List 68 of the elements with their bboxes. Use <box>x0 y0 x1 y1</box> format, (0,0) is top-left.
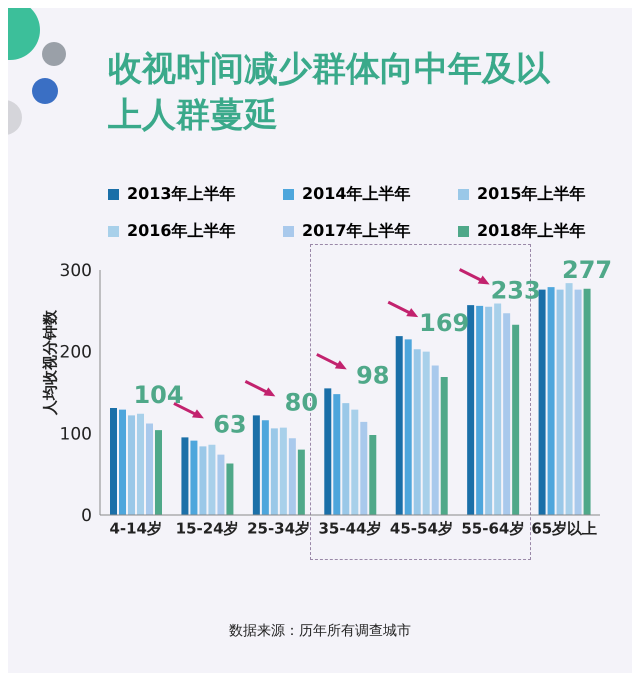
bar <box>422 352 430 515</box>
bar <box>494 303 502 515</box>
x-tick-label: 65岁以上 <box>531 520 598 538</box>
x-tick-label: 25-34岁 <box>247 520 310 538</box>
bar <box>369 434 376 515</box>
bar <box>208 444 216 515</box>
bar <box>137 414 144 515</box>
legend-label: 2016年上半年 <box>127 221 236 242</box>
x-tick-label: 4-14岁 <box>109 520 162 538</box>
bar <box>128 415 135 515</box>
x-tick-label: 35-44岁 <box>318 520 382 538</box>
bar <box>217 454 224 515</box>
bar <box>262 420 269 515</box>
bar <box>485 306 492 515</box>
chart-title: 收视时间减少群体向中年及以上人群蔓延 <box>108 48 552 137</box>
source-note: 数据来源：历年所有调查城市 <box>228 622 412 640</box>
bar <box>298 450 305 515</box>
data-label: 98 <box>356 361 390 390</box>
y-tick-label: 0 <box>81 506 92 526</box>
bar <box>280 428 287 515</box>
legend-label: 2017年上半年 <box>302 221 411 242</box>
bar <box>432 366 439 515</box>
bar <box>252 415 260 515</box>
legend-label: 2014年上半年 <box>302 184 411 205</box>
data-label: 63 <box>213 410 247 438</box>
bar <box>512 324 520 515</box>
bar <box>584 288 591 515</box>
y-tick-label: 100 <box>60 424 92 444</box>
bar <box>548 287 555 515</box>
bar <box>396 336 403 515</box>
data-label: 104 <box>133 381 184 410</box>
legend-label: 2018年上半年 <box>477 221 586 242</box>
x-tick-label: 45-54岁 <box>390 520 453 538</box>
bar <box>146 424 153 515</box>
y-tick-label: 300 <box>60 261 92 282</box>
bar <box>404 339 412 515</box>
bar <box>440 376 448 515</box>
bar <box>270 428 278 515</box>
bar <box>556 290 564 515</box>
data-label: 277 <box>562 256 612 284</box>
bar <box>467 305 474 515</box>
bar <box>324 388 332 515</box>
bar <box>414 349 421 515</box>
data-label: 80 <box>284 388 318 416</box>
legend-label: 2015年上半年 <box>477 184 586 205</box>
bar <box>574 290 582 515</box>
bar <box>155 430 162 515</box>
bar <box>199 446 206 515</box>
bar <box>351 410 358 515</box>
bar <box>119 410 126 515</box>
bar <box>110 408 117 515</box>
data-label: 233 <box>490 276 541 304</box>
bar <box>333 394 340 515</box>
bar <box>503 313 510 515</box>
bar <box>288 438 296 515</box>
y-axis-title: 人均收视分钟数 <box>41 309 59 416</box>
x-tick-label: 55-64岁 <box>461 520 524 538</box>
bar <box>342 403 350 515</box>
bar <box>181 437 188 515</box>
x-tick-label: 15-24岁 <box>176 520 239 538</box>
y-tick-label: 200 <box>60 342 92 363</box>
bar <box>226 464 234 515</box>
bar <box>538 290 546 515</box>
bar <box>476 306 484 515</box>
legend-label: 2013年上半年 <box>127 184 236 205</box>
bar <box>360 422 368 515</box>
bar <box>566 283 573 515</box>
bar <box>190 440 198 515</box>
